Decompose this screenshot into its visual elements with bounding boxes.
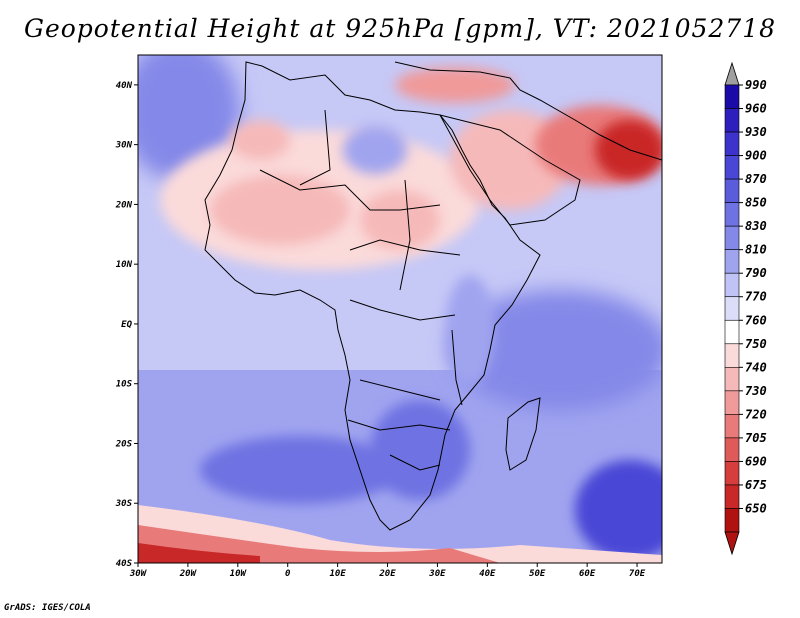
colorbar-label: 740 — [745, 360, 767, 374]
colorbar-swatch — [724, 202, 740, 227]
colorbar-label: 770 — [745, 290, 767, 304]
colorbar-label: 750 — [745, 337, 767, 351]
colorbar-swatch — [724, 296, 740, 321]
colorbar-swatch — [724, 178, 740, 203]
colorbar-label: 830 — [745, 219, 767, 233]
colorbar: 990 960 930 900 870 850 830 810 790 770 760 750 740 7… — [724, 61, 767, 556]
colorbar-swatch — [724, 131, 740, 156]
coastlines — [204, 61, 662, 531]
latitude-axis: 40N 30N 20N 10N EQ 10S 20S 30S 40S — [115, 81, 138, 569]
colorbar-swatch — [724, 108, 740, 133]
lat-tick-label: 40N — [116, 81, 133, 91]
colorbar-swatch — [724, 390, 740, 415]
height-field — [138, 55, 662, 563]
colorbar-swatch — [724, 414, 740, 439]
lon-tick-label: 60E — [579, 569, 596, 579]
footer-credit: GrADS: IGES/COLA — [4, 603, 91, 613]
colorbar-label: 730 — [745, 384, 767, 398]
lon-tick-label: 30E — [428, 569, 446, 579]
lat-tick-label: 10N — [116, 260, 133, 270]
colorbar-label: 675 — [745, 478, 767, 492]
colorbar-swatch — [724, 508, 740, 533]
lon-tick-label: 20E — [378, 569, 396, 579]
colorbar-swatch — [724, 343, 740, 368]
colorbar-label: 850 — [745, 196, 767, 210]
lat-tick-label: 30S — [115, 499, 133, 509]
lon-tick-label: 20W — [179, 569, 198, 579]
longitude-axis: 30W 20W 10W 0 10E 20E 30E 40E 50E 60E 70E — [129, 563, 646, 579]
lat-tick-label: 10S — [116, 380, 133, 390]
lon-tick-label: 50E — [529, 569, 546, 579]
lat-tick-label: 30N — [115, 141, 133, 151]
colorbar-label: 760 — [745, 313, 767, 327]
colorbar-label: 870 — [745, 172, 767, 186]
colorbar-label: 810 — [745, 243, 767, 257]
colorbar-label: 690 — [745, 454, 767, 468]
lon-tick-label: 40E — [479, 569, 496, 579]
colorbar-label: 705 — [745, 431, 767, 445]
colorbar-swatch — [724, 155, 740, 180]
colorbar-bottom-arrow — [724, 531, 740, 556]
lat-tick-label: 20S — [115, 439, 133, 449]
lon-tick-label: 10W — [230, 569, 248, 579]
colorbar-label: 930 — [745, 125, 767, 139]
colorbar-swatch — [724, 367, 740, 392]
lon-tick-label: 0 — [285, 569, 291, 579]
colorbar-label: 960 — [745, 102, 767, 116]
colorbar-label: 720 — [745, 407, 767, 421]
map-title: Geopotential Height at 925hPa [gpm], VT:… — [23, 14, 777, 43]
colorbar-swatch — [724, 461, 740, 486]
colorbar-swatch — [724, 437, 740, 462]
colorbar-label: 790 — [745, 266, 767, 280]
colorbar-top-arrow — [724, 61, 740, 86]
colorbar-swatch — [724, 84, 740, 109]
map-frame — [137, 54, 663, 564]
lat-tick-label: EQ — [121, 320, 132, 330]
colorbar-label: 650 — [745, 501, 767, 515]
lon-tick-label: 10E — [329, 569, 346, 579]
lat-tick-label: 40S — [116, 559, 133, 569]
colorbar-label: 990 — [745, 78, 767, 92]
colorbar-swatch — [724, 225, 740, 250]
colorbar-swatch — [724, 249, 740, 274]
colorbar-swatch — [724, 484, 740, 509]
lon-tick-label: 30W — [129, 569, 148, 579]
colorbar-label: 900 — [745, 149, 767, 163]
colorbar-swatch — [724, 319, 740, 345]
lat-tick-label: 20N — [115, 200, 133, 210]
lon-tick-label: 70E — [629, 569, 646, 579]
colorbar-swatch — [724, 272, 740, 298]
